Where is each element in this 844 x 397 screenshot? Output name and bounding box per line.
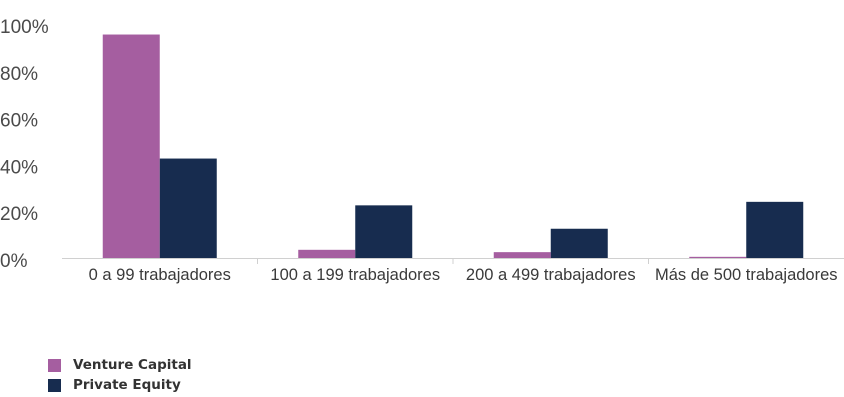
legend-swatch-venture-capital	[48, 358, 61, 372]
bar-venture-capital	[102, 34, 160, 258]
legend-swatch-private-equity	[48, 378, 61, 392]
bar-venture-capital	[689, 256, 747, 258]
legend-item-venture-capital: Venture Capital	[48, 355, 192, 375]
bar-private-equity	[746, 201, 804, 258]
bars	[102, 34, 804, 264]
bar-private-equity	[159, 158, 217, 258]
bar-private-equity	[355, 205, 413, 258]
y-tick-label: 40%	[0, 157, 38, 178]
y-tick-label: 100%	[0, 17, 49, 38]
bar-venture-capital	[493, 252, 551, 258]
x-tick-label: 200 a 499 trabajadores	[466, 266, 636, 284]
x-tick-label: Más de 500 trabajadores	[655, 266, 838, 284]
y-tick-label: 20%	[0, 204, 38, 225]
x-tick-label: 100 a 199 trabajadores	[270, 266, 440, 284]
bar-private-equity	[550, 228, 608, 258]
bar-chart: 0% 20% 40% 60% 80% 100% 0 a 99 trabajadores 10…	[0, 17, 844, 284]
legend-label-private-equity: Private Equity	[73, 377, 181, 393]
legend: Venture Capital Private Equity	[48, 355, 192, 395]
legend-label-venture-capital: Venture Capital	[73, 357, 192, 373]
x-tick-label: 0 a 99 trabajadores	[89, 266, 231, 284]
x-axis-labels: 0 a 99 trabajadores 100 a 199 trabajadore…	[89, 266, 838, 284]
legend-item-private-equity: Private Equity	[48, 375, 192, 395]
y-axis-ticks: 0% 20% 40% 60% 80% 100%	[0, 17, 49, 272]
y-tick-label: 0%	[0, 251, 28, 272]
y-tick-label: 60%	[0, 111, 38, 132]
bar-venture-capital	[298, 249, 356, 258]
y-tick-label: 80%	[0, 64, 38, 85]
